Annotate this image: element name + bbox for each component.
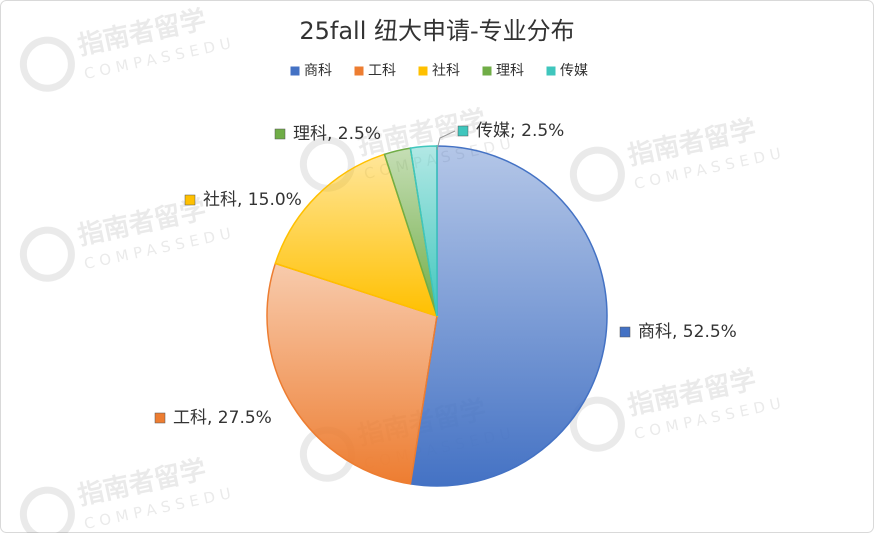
legend-swatch [289,65,301,77]
legend-swatch [481,65,493,77]
legend-swatch [545,65,557,77]
label-swatch [457,125,469,137]
watermark-logo [19,486,75,533]
legend-label: 商科 [304,63,332,79]
watermark-logo [569,396,625,452]
legend-label: 工科 [368,63,396,79]
legend-label: 社科 [432,63,460,79]
pie-slice [409,145,438,317]
leader-line [436,130,456,151]
watermark-logo [569,146,625,202]
legend-label: 传媒 [560,63,588,79]
data-label: 商科, 52.5% [638,322,737,342]
pie-slice [266,262,438,485]
watermark-logo [19,36,75,92]
data-label: 理科, 2.5% [293,124,381,144]
pie-slice [274,153,439,318]
legend-label: 理科 [496,63,524,79]
label-swatch [619,326,631,338]
data-label: 工科, 27.5% [173,408,272,428]
label-swatch [154,412,166,424]
data-label: 社科, 15.0% [203,190,302,210]
label-swatch [184,194,196,206]
label-swatch [274,128,286,140]
watermark-logo [19,226,75,282]
legend-swatch [417,65,429,77]
pie-slice [409,145,608,487]
chart-title: 25fall 纽大申请-专业分布 [299,17,574,45]
legend-swatch [353,65,365,77]
data-label: 传媒; 2.5% [476,121,564,141]
